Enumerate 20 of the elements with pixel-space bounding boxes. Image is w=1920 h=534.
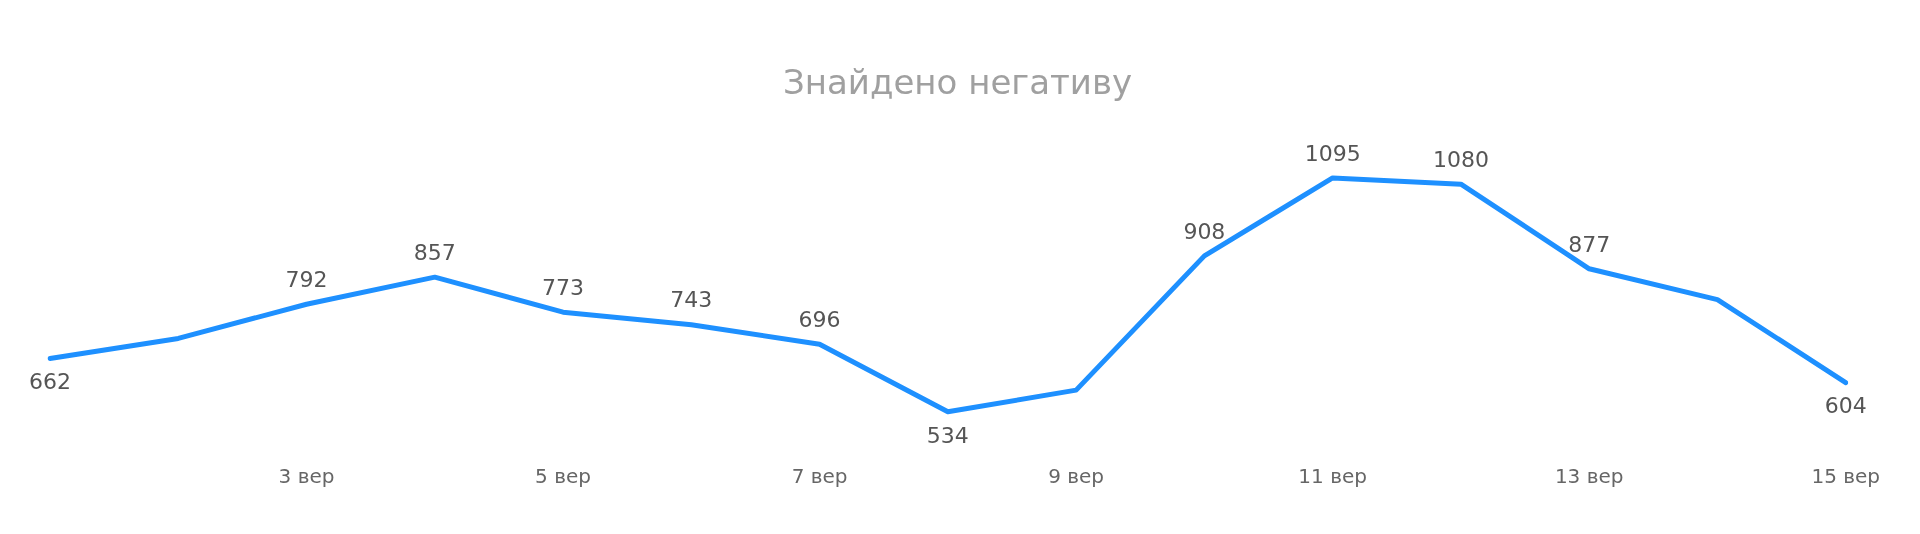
- data-label: 773: [542, 274, 585, 300]
- data-label: 604: [1824, 393, 1867, 419]
- data-label: 1080: [1432, 146, 1489, 172]
- x-tick-label: 15 вер: [1811, 464, 1880, 489]
- x-tick-label: 11 вер: [1298, 464, 1367, 489]
- data-label: 908: [1183, 218, 1226, 244]
- chart-title: Знайдено негативу: [782, 62, 1133, 103]
- x-tick-label: 13 вер: [1554, 464, 1624, 489]
- data-label: 1095: [1304, 140, 1361, 166]
- data-label: 534: [926, 422, 969, 448]
- data-label: 857: [413, 239, 456, 265]
- data-label: 696: [798, 306, 841, 332]
- x-tick-label: 5 вер: [535, 464, 591, 489]
- data-label: 743: [670, 287, 713, 313]
- x-tick-label: 7 вер: [791, 464, 848, 489]
- x-tick-label: 9 вер: [1048, 464, 1105, 489]
- x-tick-label: 3 вер: [278, 464, 335, 489]
- data-label: 662: [29, 369, 71, 395]
- data-label: 792: [285, 266, 328, 292]
- data-label: 877: [1568, 231, 1611, 257]
